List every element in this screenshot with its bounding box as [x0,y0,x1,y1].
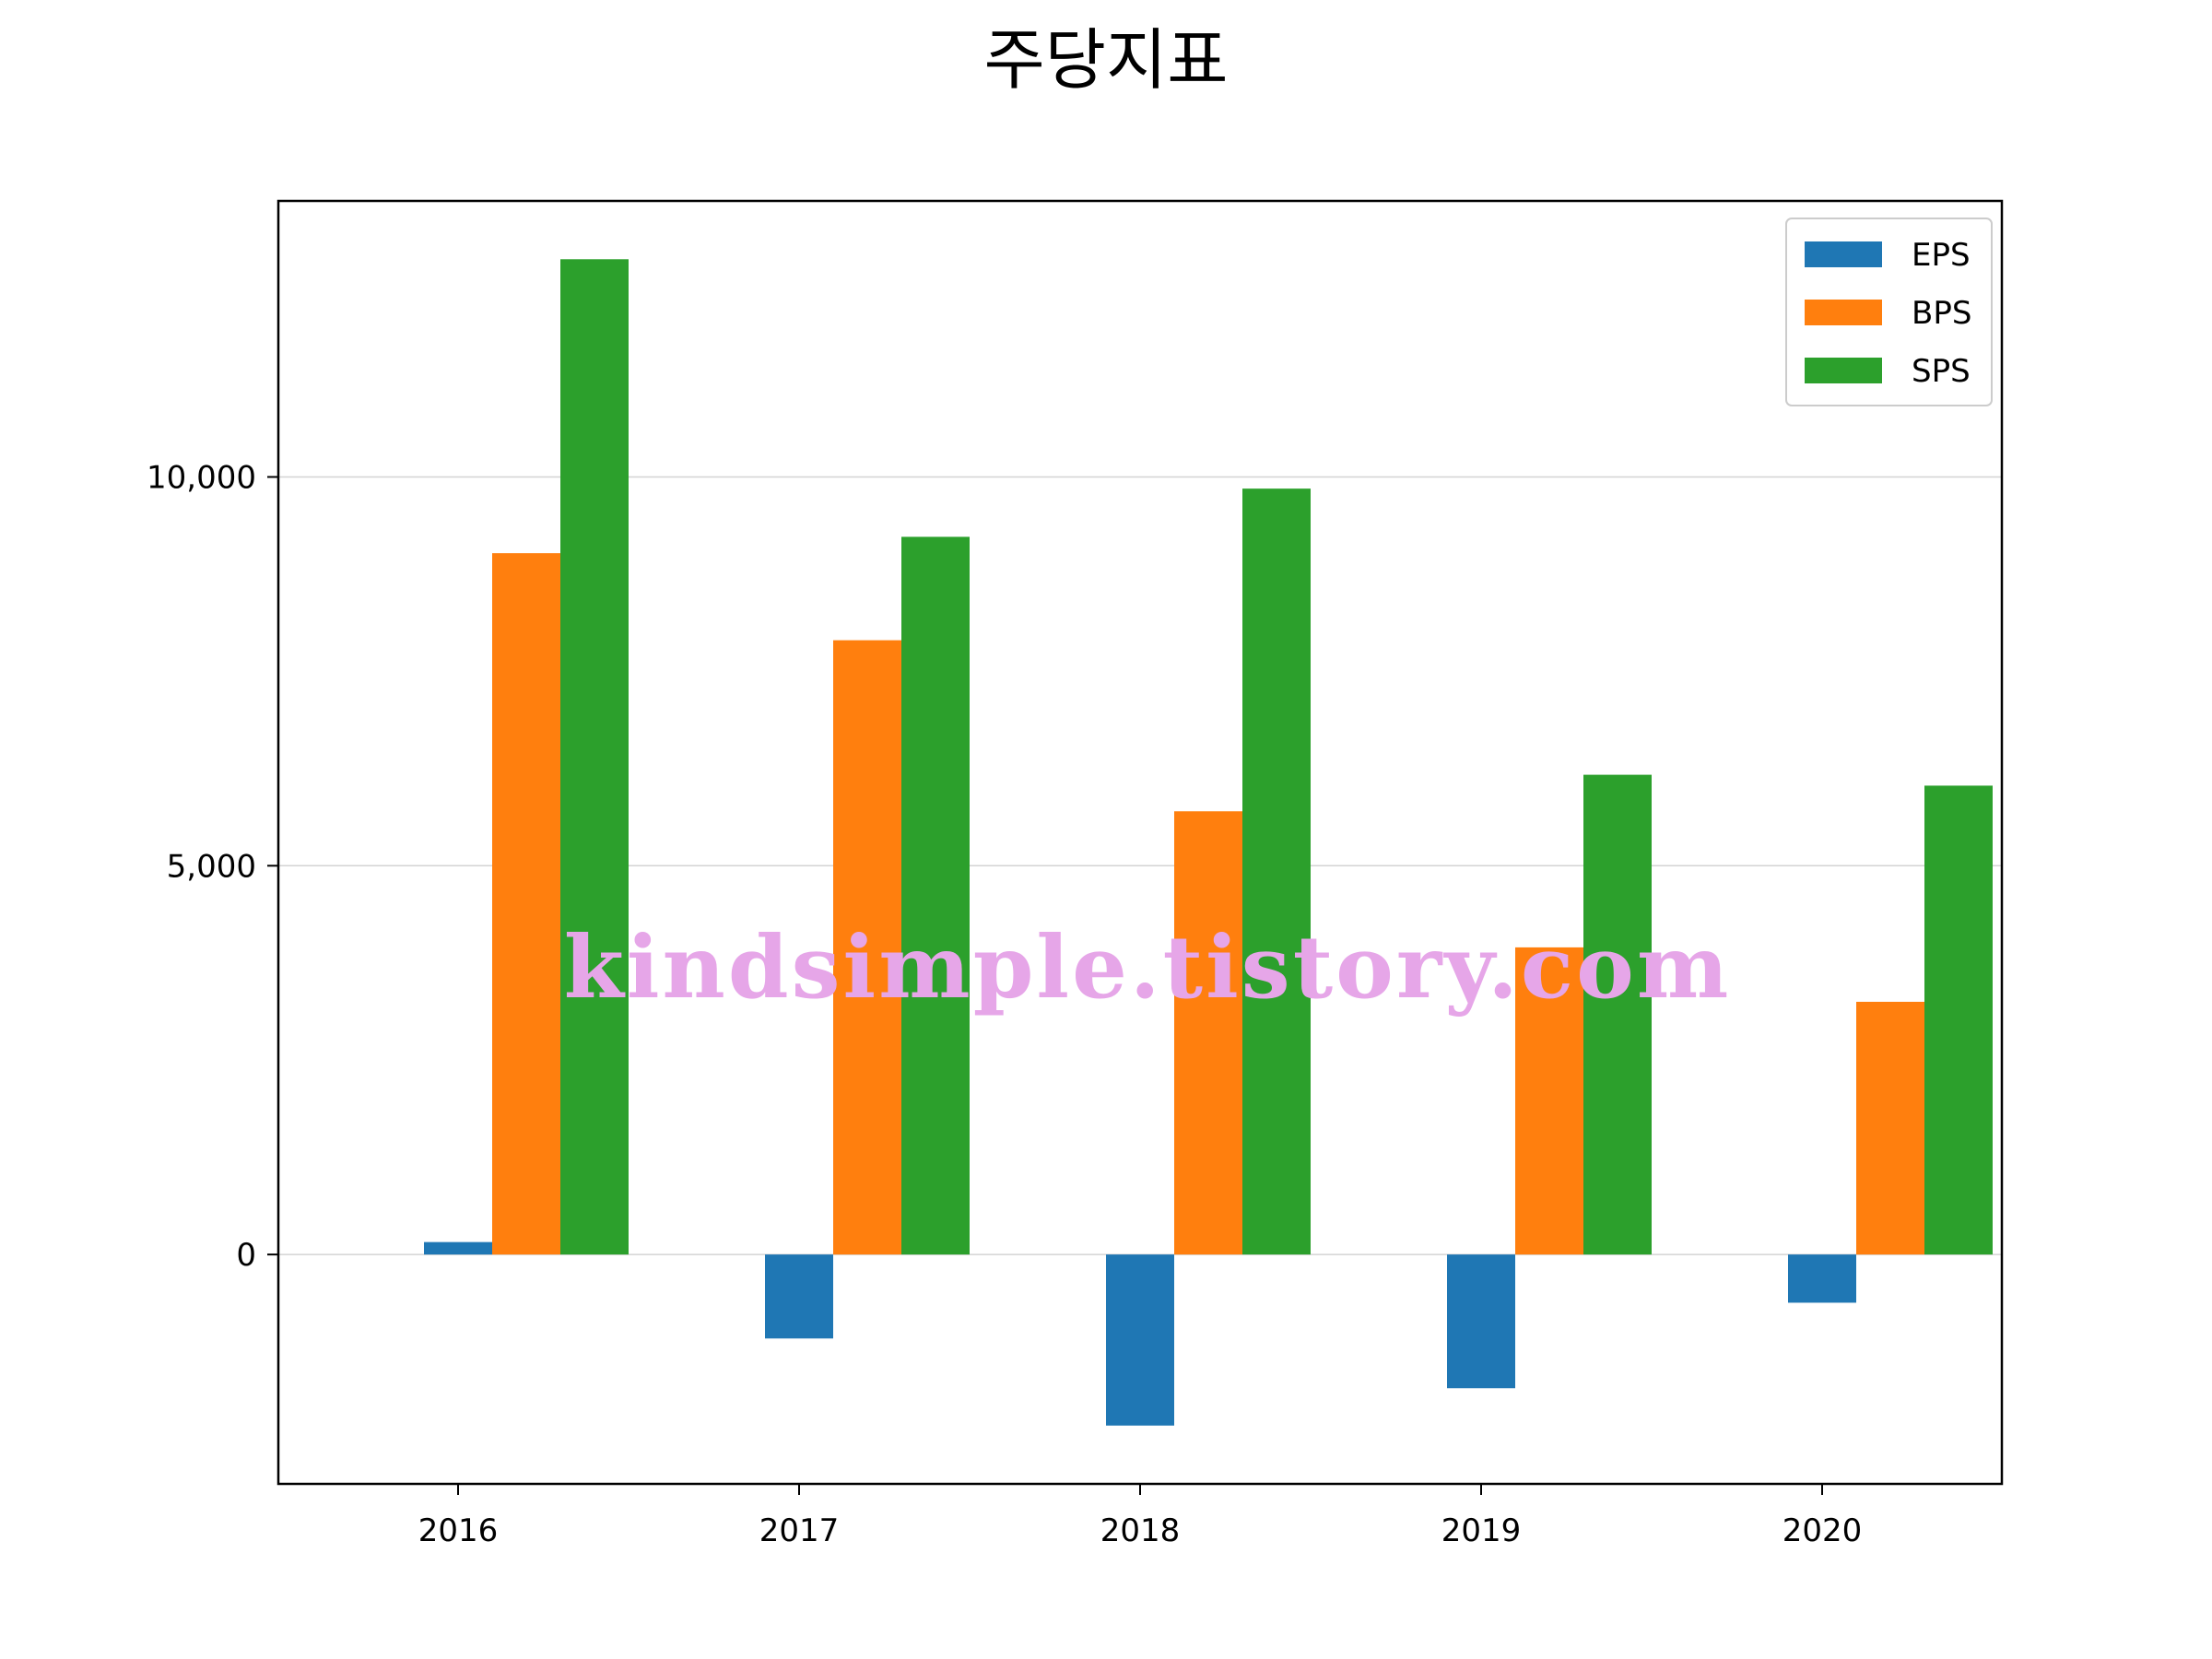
chart-title: 주당지표 [984,21,1229,99]
axes [267,199,2004,1495]
bar-sps-2018 [1242,488,1311,1255]
bar-sps-2020 [1924,785,1993,1255]
y-tick-label-0: 0 [236,1237,256,1274]
bar-sps-2016 [560,259,629,1255]
legend-label-sps: SPS [1912,353,1971,390]
bar-bps-2020 [1856,1001,1924,1255]
x-tick-label-2016: 2016 [418,1512,499,1549]
legend: EPS BPS SPS [1785,218,1993,406]
bar-bps-2017 [833,640,901,1255]
y-tick-label-1: 5,000 [167,848,256,885]
bar-sps-2019 [1583,774,1652,1255]
bar-bps-2018 [1174,811,1242,1255]
legend-swatch-sps [1805,358,1882,383]
bar-bps-2016 [492,553,560,1255]
legend-swatch-eps [1805,241,1882,267]
bar-eps-2017 [765,1254,833,1339]
bar-eps-2019 [1447,1254,1515,1389]
x-tick-labels: 2016 2017 2018 2019 2020 [418,1512,1863,1549]
bar-eps-2020 [1788,1254,1856,1303]
bar-eps-2016 [424,1241,492,1255]
y-tick-labels: 0 5,000 10,000 [147,459,256,1274]
bars [424,259,1993,1426]
legend-label-eps: EPS [1912,237,1971,274]
legend-swatch-bps [1805,300,1882,325]
watermark-text: kindsimple.tistory.com [564,917,1732,1018]
x-tick-label-2019: 2019 [1441,1512,1522,1549]
bar-eps-2018 [1106,1254,1174,1426]
y-tick-label-2: 10,000 [147,459,256,496]
legend-label-bps: BPS [1912,295,1971,332]
bar-bps-2019 [1515,947,1583,1255]
x-tick-label-2020: 2020 [1783,1512,1863,1549]
x-tick-label-2018: 2018 [1100,1512,1181,1549]
x-tick-label-2017: 2017 [759,1512,840,1549]
bar-sps-2017 [901,536,970,1255]
